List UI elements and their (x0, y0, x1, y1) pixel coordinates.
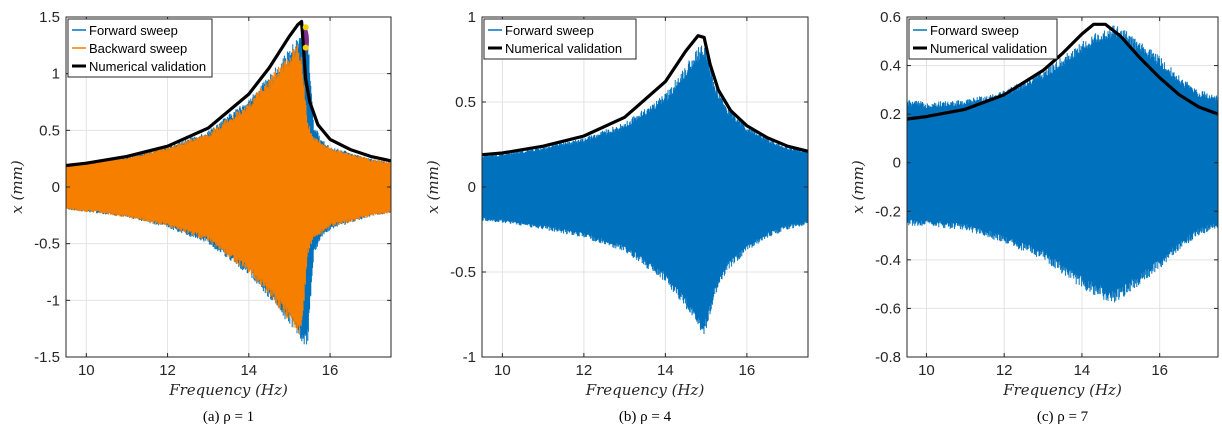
y-tick-label: -0.5 (450, 264, 476, 281)
y-axis-label: x (mm) (424, 160, 442, 214)
x-axis-label: Frequency (Hz) (585, 381, 705, 399)
chart-panel-2: 10 12 14 16 -1 -0.5 0 0.5 1 Frequency (Hz) x (mm) F… (424, 9, 809, 425)
y-tick-label: -0.5 (34, 236, 60, 253)
x-tick-label: 10 (918, 362, 935, 379)
x-tick-label: 12 (996, 362, 1013, 379)
series-forward-sweep-band (907, 25, 1218, 303)
x-tick-label: 12 (159, 362, 176, 379)
y-tick-label: -1 (463, 349, 476, 366)
y-tick-label: 0.5 (455, 94, 476, 111)
x-axis-label: Frequency (Hz) (168, 381, 288, 399)
series-numerical-validation-line (482, 34, 808, 157)
x-tick-label: 12 (576, 362, 593, 379)
plot-area (482, 34, 808, 334)
y-tick-label: 0.6 (880, 9, 901, 26)
series-forward-sweep-band (482, 45, 808, 334)
y-tick-label: 0 (893, 155, 901, 172)
legend-box (908, 18, 1058, 60)
x-tick-label: 10 (494, 362, 511, 379)
y-tick-label: 1 (52, 66, 60, 83)
bifurcation-marker-1 (302, 24, 309, 31)
legend-entry: Numerical validation (89, 59, 206, 74)
y-tick-label: 1.5 (39, 9, 60, 26)
y-tick-label: 0 (468, 179, 476, 196)
y-axis-label: x (mm) (849, 160, 867, 214)
y-tick-label: -1.5 (34, 349, 60, 366)
y-tick-label: 0.4 (880, 58, 901, 75)
x-tick-label: 14 (1074, 362, 1091, 379)
series-numerical-validation-line (907, 22, 1218, 121)
y-tick-label: 0.2 (880, 106, 901, 123)
legend-entry: Numerical validation (505, 41, 622, 56)
legend: Forward sweep Backward sweep Numerical val… (67, 18, 213, 78)
legend-entry: Numerical validation (930, 41, 1047, 56)
plot-area (66, 19, 391, 345)
legend-entry: Backward sweep (89, 41, 187, 56)
x-axis-label: Frequency (Hz) (1002, 381, 1122, 399)
legend-box (483, 18, 637, 60)
x-tick-label: 16 (322, 362, 339, 379)
panel-caption: (b) ρ = 4 (619, 409, 672, 425)
bifurcation-marker-2 (302, 44, 309, 51)
y-tick-label: -0.4 (875, 252, 901, 269)
x-tick-label: 16 (1151, 362, 1168, 379)
plot-area (907, 22, 1218, 303)
y-tick-label: 0.5 (39, 122, 60, 139)
panel-caption: (c) ρ = 7 (1037, 409, 1089, 425)
legend-entry: Forward sweep (89, 23, 178, 38)
x-tick-label: 14 (240, 362, 257, 379)
y-tick-label: 0 (52, 179, 60, 196)
legend: Forward sweep Numerical validation (483, 18, 637, 60)
y-axis-label: x (mm) (8, 160, 26, 214)
series-backward-sweep-band (66, 44, 391, 335)
y-tick-label: -1 (47, 292, 60, 309)
panel-caption: (a) ρ = 1 (203, 409, 254, 425)
y-tick-label: -0.8 (875, 349, 901, 366)
x-tick-label: 14 (657, 362, 674, 379)
legend-box (67, 18, 213, 78)
y-tick-label: -0.6 (875, 300, 901, 317)
chart-panel-1: 10 12 14 16 -1.5 -1 -0.5 0 0.5 1 1.5 Frequency (Hz)… (8, 9, 392, 425)
legend-entry: Forward sweep (505, 23, 594, 38)
x-tick-label: 16 (739, 362, 756, 379)
y-tick-label: 1 (468, 9, 476, 26)
legend-entry: Forward sweep (930, 23, 1019, 38)
chart-panel-3: 10 12 14 16 -0.8 -0.6 -0.4 -0.2 0 0.2 0.4 0.6 Freque… (849, 9, 1219, 425)
y-tick-label: -0.2 (875, 203, 901, 220)
series-numerical-validation-line (66, 19, 391, 168)
axes-box (906, 16, 1219, 358)
legend: Forward sweep Numerical validation (908, 18, 1058, 60)
x-tick-label: 10 (78, 362, 95, 379)
